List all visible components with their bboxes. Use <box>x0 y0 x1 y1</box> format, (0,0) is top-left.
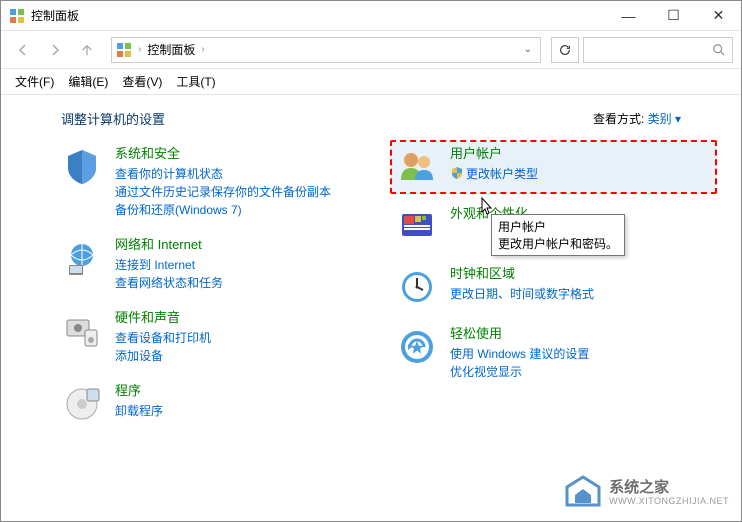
watermark-url: WWW.XITONGZHIJIA.NET <box>609 496 729 506</box>
tooltip-desc: 更改用户帐户和密码。 <box>498 235 618 252</box>
category-link[interactable]: 连接到 Internet <box>115 256 376 274</box>
navbar: › 控制面板 › ⌄ <box>1 31 741 69</box>
right-column: 用户帐户 更改帐户类型 外观和个性化 时钟和区域 更改日期、时间或数字格式 轻松… <box>396 146 711 443</box>
category-link[interactable]: 卸载程序 <box>115 402 376 420</box>
category-link[interactable]: 查看设备和打印机 <box>115 329 376 347</box>
left-column: 系统和安全 查看你的计算机状态通过文件历史记录保存你的文件备份副本备份和还原(W… <box>61 146 376 443</box>
address-dropdown-icon[interactable]: ⌄ <box>524 44 532 55</box>
category-link[interactable]: 查看你的计算机状态 <box>115 165 376 183</box>
category-icon[interactable] <box>396 326 438 368</box>
category-title[interactable]: 轻松使用 <box>450 326 711 343</box>
view-by: 查看方式: 类别 ▾ <box>593 110 681 127</box>
category-link[interactable]: 备份和还原(Windows 7) <box>115 201 376 219</box>
category-left-3: 程序 卸载程序 <box>61 383 376 425</box>
category-icon[interactable] <box>396 146 438 188</box>
forward-button[interactable] <box>41 36 69 64</box>
minimize-button[interactable]: — <box>606 1 651 31</box>
category-link[interactable]: 查看网络状态和任务 <box>115 274 376 292</box>
watermark-name: 系统之家 <box>609 480 729 497</box>
tooltip-title: 用户帐户 <box>498 218 618 235</box>
menu-file[interactable]: 文件(F) <box>11 71 58 92</box>
back-button[interactable] <box>9 36 37 64</box>
search-icon <box>712 43 726 57</box>
menubar: 文件(F) 编辑(E) 查看(V) 工具(T) <box>1 69 741 95</box>
highlight-box: 用户帐户 更改帐户类型 <box>390 140 717 194</box>
category-title[interactable]: 用户帐户 <box>450 146 711 163</box>
category-title[interactable]: 网络和 Internet <box>115 237 376 254</box>
category-icon[interactable] <box>61 237 103 279</box>
category-link[interactable]: 添加设备 <box>115 347 376 365</box>
close-button[interactable]: ✕ <box>696 1 741 31</box>
menu-view[interactable]: 查看(V) <box>118 71 166 92</box>
address-bar[interactable]: › 控制面板 › ⌄ <box>111 37 541 63</box>
titlebar: 控制面板 — ☐ ✕ <box>1 1 741 31</box>
category-link[interactable]: 更改日期、时间或数字格式 <box>450 285 711 303</box>
search-input[interactable] <box>583 37 733 63</box>
category-right-2: 时钟和区域 更改日期、时间或数字格式 <box>396 266 711 308</box>
category-right-0: 用户帐户 更改帐户类型 <box>396 146 711 188</box>
category-title[interactable]: 硬件和声音 <box>115 310 376 327</box>
category-link[interactable]: 通过文件历史记录保存你的文件备份副本 <box>115 183 376 201</box>
maximize-button[interactable]: ☐ <box>651 1 696 31</box>
category-icon[interactable] <box>61 383 103 425</box>
category-icon[interactable] <box>396 206 438 248</box>
category-left-0: 系统和安全 查看你的计算机状态通过文件历史记录保存你的文件备份副本备份和还原(W… <box>61 146 376 219</box>
refresh-button[interactable] <box>551 37 579 63</box>
category-title[interactable]: 程序 <box>115 383 376 400</box>
category-icon[interactable] <box>396 266 438 308</box>
category-link[interactable]: 更改帐户类型 <box>450 165 711 183</box>
window-controls: — ☐ ✕ <box>606 1 741 31</box>
view-by-label: 查看方式: <box>593 112 644 126</box>
page-title: 调整计算机的设置 <box>61 109 165 128</box>
category-link[interactable]: 使用 Windows 建议的设置 <box>450 345 711 363</box>
category-link[interactable]: 优化视觉显示 <box>450 363 711 381</box>
breadcrumb[interactable]: 控制面板 <box>147 41 195 58</box>
menu-edit[interactable]: 编辑(E) <box>64 71 112 92</box>
tooltip: 用户帐户 更改用户帐户和密码。 <box>491 214 625 256</box>
view-by-value[interactable]: 类别 ▾ <box>648 112 681 126</box>
menu-tools[interactable]: 工具(T) <box>172 71 219 92</box>
category-icon[interactable] <box>61 310 103 352</box>
window-title: 控制面板 <box>31 7 606 24</box>
watermark: 系统之家 WWW.XITONGZHIJIA.NET <box>563 475 729 511</box>
watermark-icon <box>563 475 603 511</box>
category-right-3: 轻松使用 使用 Windows 建议的设置优化视觉显示 <box>396 326 711 381</box>
content: 调整计算机的设置 查看方式: 类别 ▾ 系统和安全 查看你的计算机状态通过文件历… <box>1 95 741 443</box>
address-icon <box>116 42 132 58</box>
category-title[interactable]: 时钟和区域 <box>450 266 711 283</box>
category-title[interactable]: 系统和安全 <box>115 146 376 163</box>
app-icon <box>9 8 25 24</box>
category-left-1: 网络和 Internet 连接到 Internet查看网络状态和任务 <box>61 237 376 292</box>
category-icon[interactable] <box>61 146 103 188</box>
category-left-2: 硬件和声音 查看设备和打印机添加设备 <box>61 310 376 365</box>
up-button[interactable] <box>73 36 101 64</box>
